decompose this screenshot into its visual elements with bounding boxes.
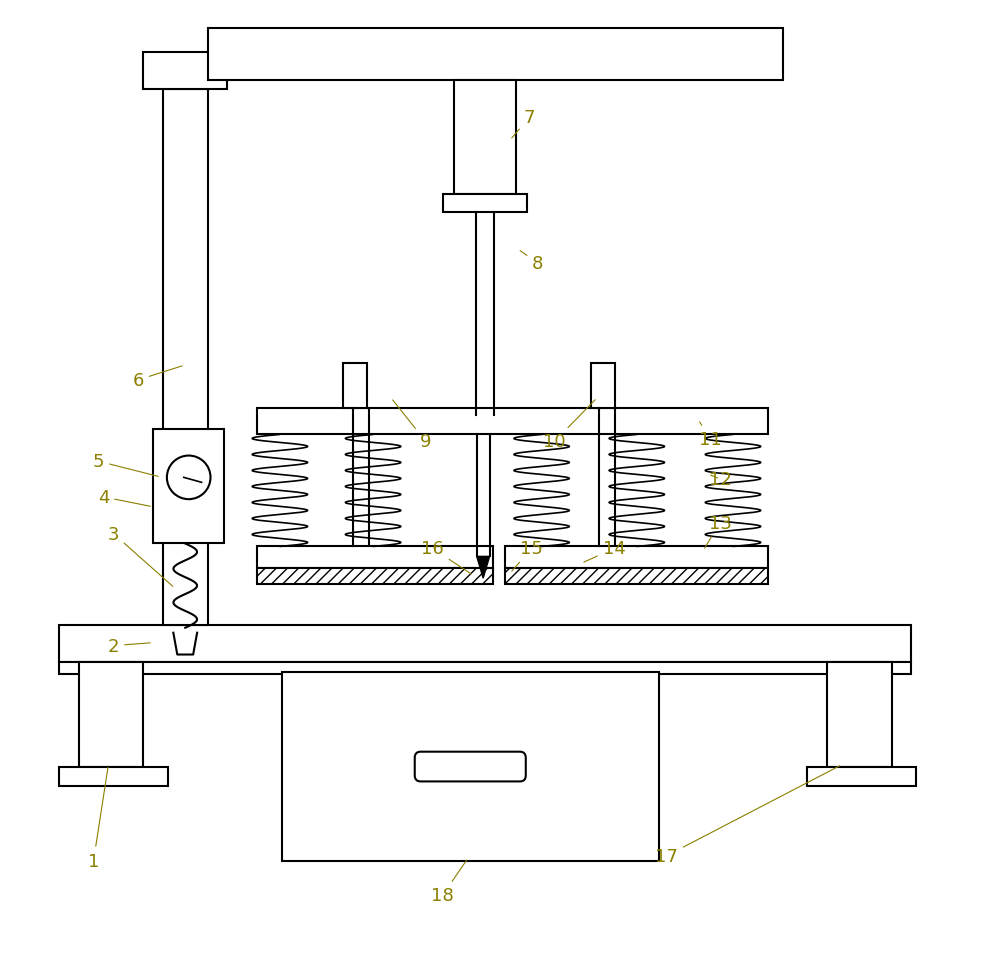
Text: 13: 13 [705,515,732,548]
Bar [343,363,367,408]
Bar [143,52,227,90]
Text: 1: 1 [88,767,108,870]
Text: 5: 5 [93,453,158,477]
Text: 3: 3 [108,525,173,586]
Bar [505,547,768,569]
Bar [443,195,527,212]
Text: 7: 7 [512,109,535,139]
Text: 14: 14 [584,540,625,563]
Bar [807,766,916,787]
Bar [257,408,768,435]
Text: 10: 10 [543,400,595,451]
Text: 2: 2 [108,637,150,655]
Text: 4: 4 [98,488,150,507]
Text: 12: 12 [709,471,732,488]
Text: 15: 15 [512,540,543,572]
Bar [59,766,168,787]
Bar [505,569,768,584]
Text: 18: 18 [431,860,467,904]
Bar [257,569,493,584]
Bar [79,663,143,766]
FancyBboxPatch shape [415,752,526,782]
Bar [59,625,911,663]
Bar [454,81,516,195]
Text: 6: 6 [132,366,182,390]
Text: 8: 8 [520,251,543,272]
Bar [208,29,783,81]
Bar [827,663,892,766]
Bar [163,90,208,625]
Text: 11: 11 [699,422,722,449]
Bar [257,547,493,569]
Bar [59,663,911,674]
Polygon shape [477,557,490,578]
Text: 9: 9 [393,400,431,451]
Bar [282,672,659,860]
Text: 17: 17 [655,766,840,865]
Text: 16: 16 [421,540,471,574]
Bar [153,430,224,544]
Bar [591,363,615,408]
